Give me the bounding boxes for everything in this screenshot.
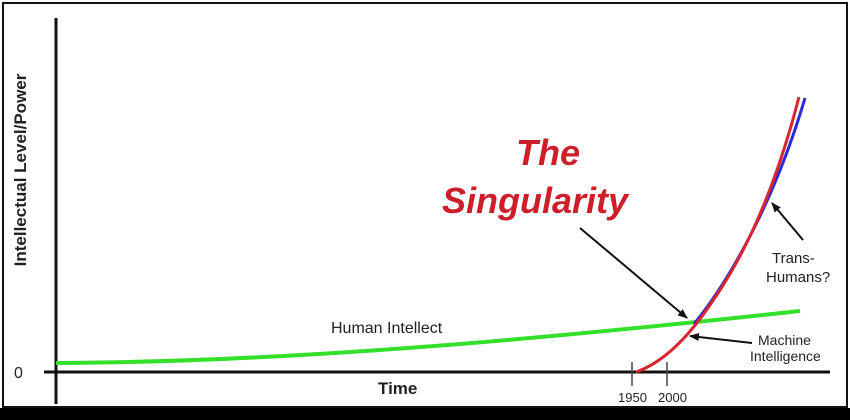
tick-label-2000: 2000 bbox=[658, 390, 687, 405]
title-line-2: Singularity bbox=[442, 180, 630, 221]
machine-intelligence-label-1: Machine bbox=[758, 332, 811, 348]
bottom-border-bar bbox=[0, 408, 850, 420]
y-axis-label: Intellectual Level/Power bbox=[11, 73, 30, 266]
human-intellect-label: Human Intellect bbox=[331, 320, 443, 337]
machine-intelligence-label-2: Intelligence bbox=[750, 348, 821, 364]
diagram-frame bbox=[2, 2, 848, 408]
human-intellect-curve bbox=[55, 309, 801, 365]
tick-label-1950: 1950 bbox=[618, 390, 647, 405]
transhumans-label-1: Trans- bbox=[772, 250, 815, 267]
transhumans-arrow bbox=[771, 202, 804, 241]
x-axis-label: Time bbox=[378, 379, 417, 398]
machine-intelligence-curve bbox=[635, 96, 801, 374]
singularity-arrow bbox=[579, 227, 688, 319]
machine-intelligence-arrow bbox=[689, 333, 753, 344]
title-line-1: The bbox=[516, 132, 580, 173]
transhumans-label-2: Humans? bbox=[766, 269, 830, 286]
origin-label: 0 bbox=[14, 365, 23, 382]
